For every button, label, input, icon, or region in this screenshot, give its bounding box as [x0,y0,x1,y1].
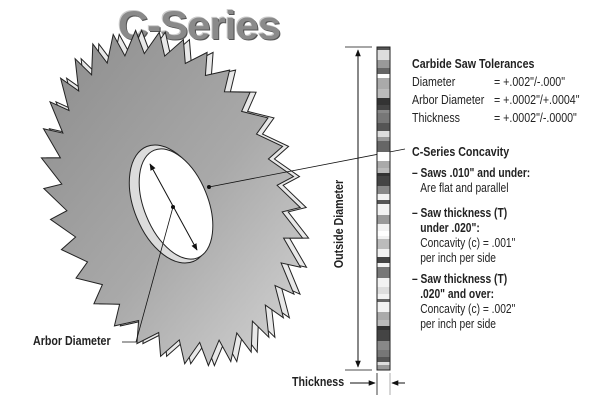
outside-diameter-label: Outside Diameter [331,179,346,269]
side-view-segment [377,236,390,239]
side-view-segment [377,326,390,330]
thickness-label: Thickness [292,374,345,389]
side-view-segment [377,249,390,257]
side-view-segment [377,89,390,98]
side-view-segment [377,239,390,249]
concavity-item: – Saws .010" and under: Are flat and par… [412,166,531,195]
tolerance-row: Diameter = +.002"/-.000" [412,74,565,89]
side-view-segment [377,47,390,50]
side-view-segment [377,78,390,89]
side-view-segment [377,267,390,278]
side-view-segment [377,287,390,294]
side-view-segment [377,341,390,350]
side-view-segment [377,257,390,263]
side-view-segment [377,50,390,60]
side-view-segment [377,357,390,362]
concavity-leader [208,148,406,188]
side-view-segment [377,123,390,131]
arbor-leader [122,206,174,343]
side-view-segment [377,350,390,357]
side-view-segment [377,74,390,78]
side-view-segment [377,141,390,152]
side-view-segment [377,113,390,123]
side-view-segment [377,302,390,312]
tolerances-panel: Carbide Saw Tolerances Diameter = +.002"/… [412,55,580,127]
side-view-segment [377,60,390,68]
side-view-segment [377,186,390,194]
side-view-segment [377,168,390,173]
side-view-segment [377,176,390,186]
side-view-segment [377,224,390,231]
side-view-segment [377,320,390,326]
arbor-diameter-label: Arbor Diameter [33,333,111,348]
side-view-segment [377,98,390,105]
side-view-segment [377,194,390,200]
side-view-segment [377,263,390,267]
side-view-segment [377,330,390,341]
side-view-segment [377,365,390,370]
side-view-segment [377,110,390,113]
tolerance-row: Thickness = +.0002"/-.0000" [412,110,577,125]
side-view-segment [377,312,390,320]
side-view-segment [377,137,390,141]
concavity-item: – Saw thickness (T) .020" and over: Conc… [412,272,516,331]
side-view-segment [377,231,390,236]
concavity-item: – Saw thickness (T) under .020": Concavi… [412,206,516,265]
side-view-segment [377,105,390,110]
side-view-segment [377,68,390,74]
tolerances-heading: Carbide Saw Tolerances [412,56,535,71]
side-view-segment [377,161,390,168]
side-view-segment [377,278,390,287]
blade-side-view [377,47,390,370]
concavity-heading: C-Series Concavity [412,144,510,159]
side-view-segment [377,173,390,176]
side-view-segment [377,131,390,137]
side-view-segment [377,294,390,299]
tolerance-row: Arbor Diameter = +.0002"/+.0004" [412,92,580,107]
side-view-segment [377,362,390,365]
side-view-segment [377,152,390,161]
side-view-segment [377,299,390,302]
side-view-segment [377,200,390,204]
side-view-segment [377,204,390,215]
side-view-segment [377,215,390,224]
